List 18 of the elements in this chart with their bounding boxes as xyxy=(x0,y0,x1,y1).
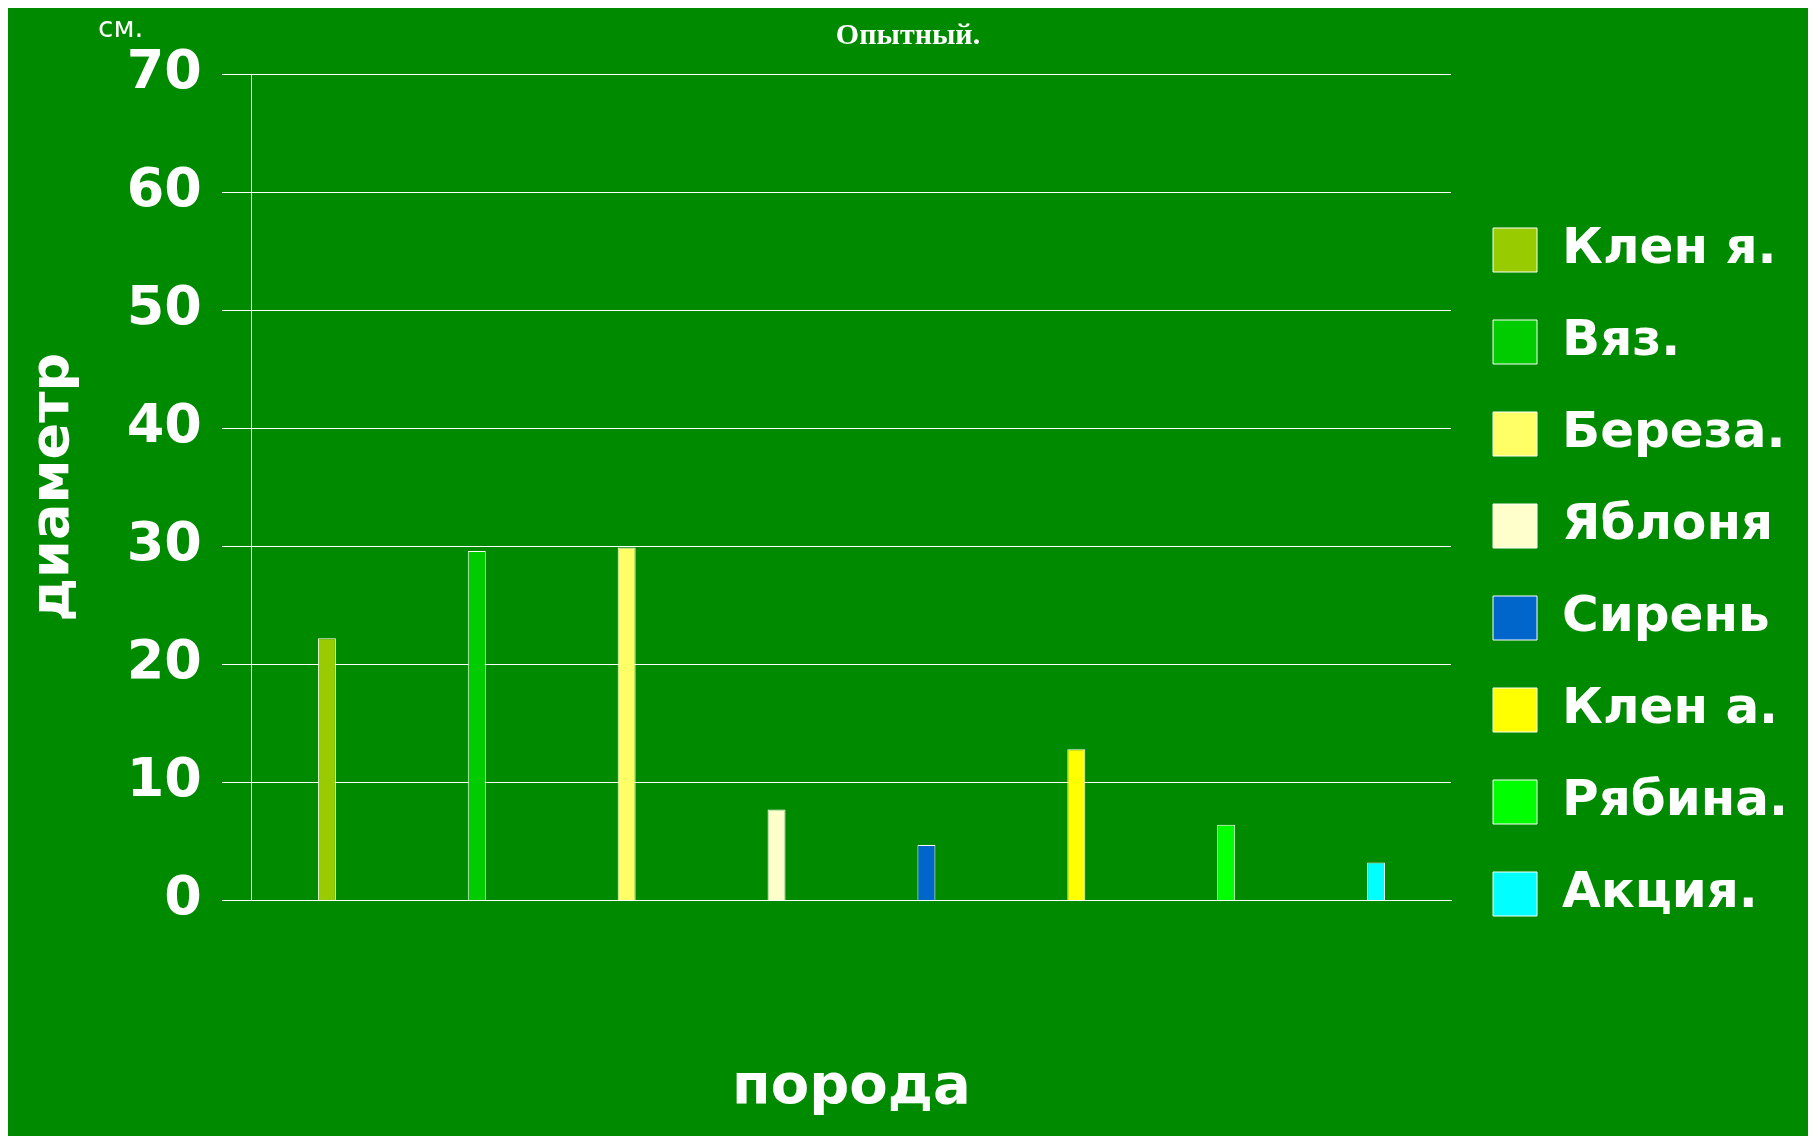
y-tick-label: 40 xyxy=(126,392,202,456)
legend-label: Сирень xyxy=(1562,584,1770,643)
y-tick-label: 60 xyxy=(126,156,202,220)
chart-title: Опытный. xyxy=(835,16,981,50)
legend-label: Клен а. xyxy=(1562,676,1779,735)
x-axis-title: порода xyxy=(732,1050,971,1116)
legend-label: Яблоня xyxy=(1562,492,1774,551)
y-tick-label: 0 xyxy=(164,864,202,928)
y-tick-label: 50 xyxy=(126,274,202,338)
y-tick-label: 20 xyxy=(126,628,202,692)
legend-label: Рябина. xyxy=(1562,768,1789,827)
y-tick-label: 30 xyxy=(126,510,202,574)
legend-label: Клен я. xyxy=(1562,216,1777,275)
legend-label: Акция. xyxy=(1562,860,1758,919)
legend-label: Вяз. xyxy=(1562,308,1681,367)
y-axis-title: диаметр xyxy=(18,352,82,622)
legend-label: Береза. xyxy=(1562,400,1786,459)
y-tick-label: 10 xyxy=(126,746,202,810)
